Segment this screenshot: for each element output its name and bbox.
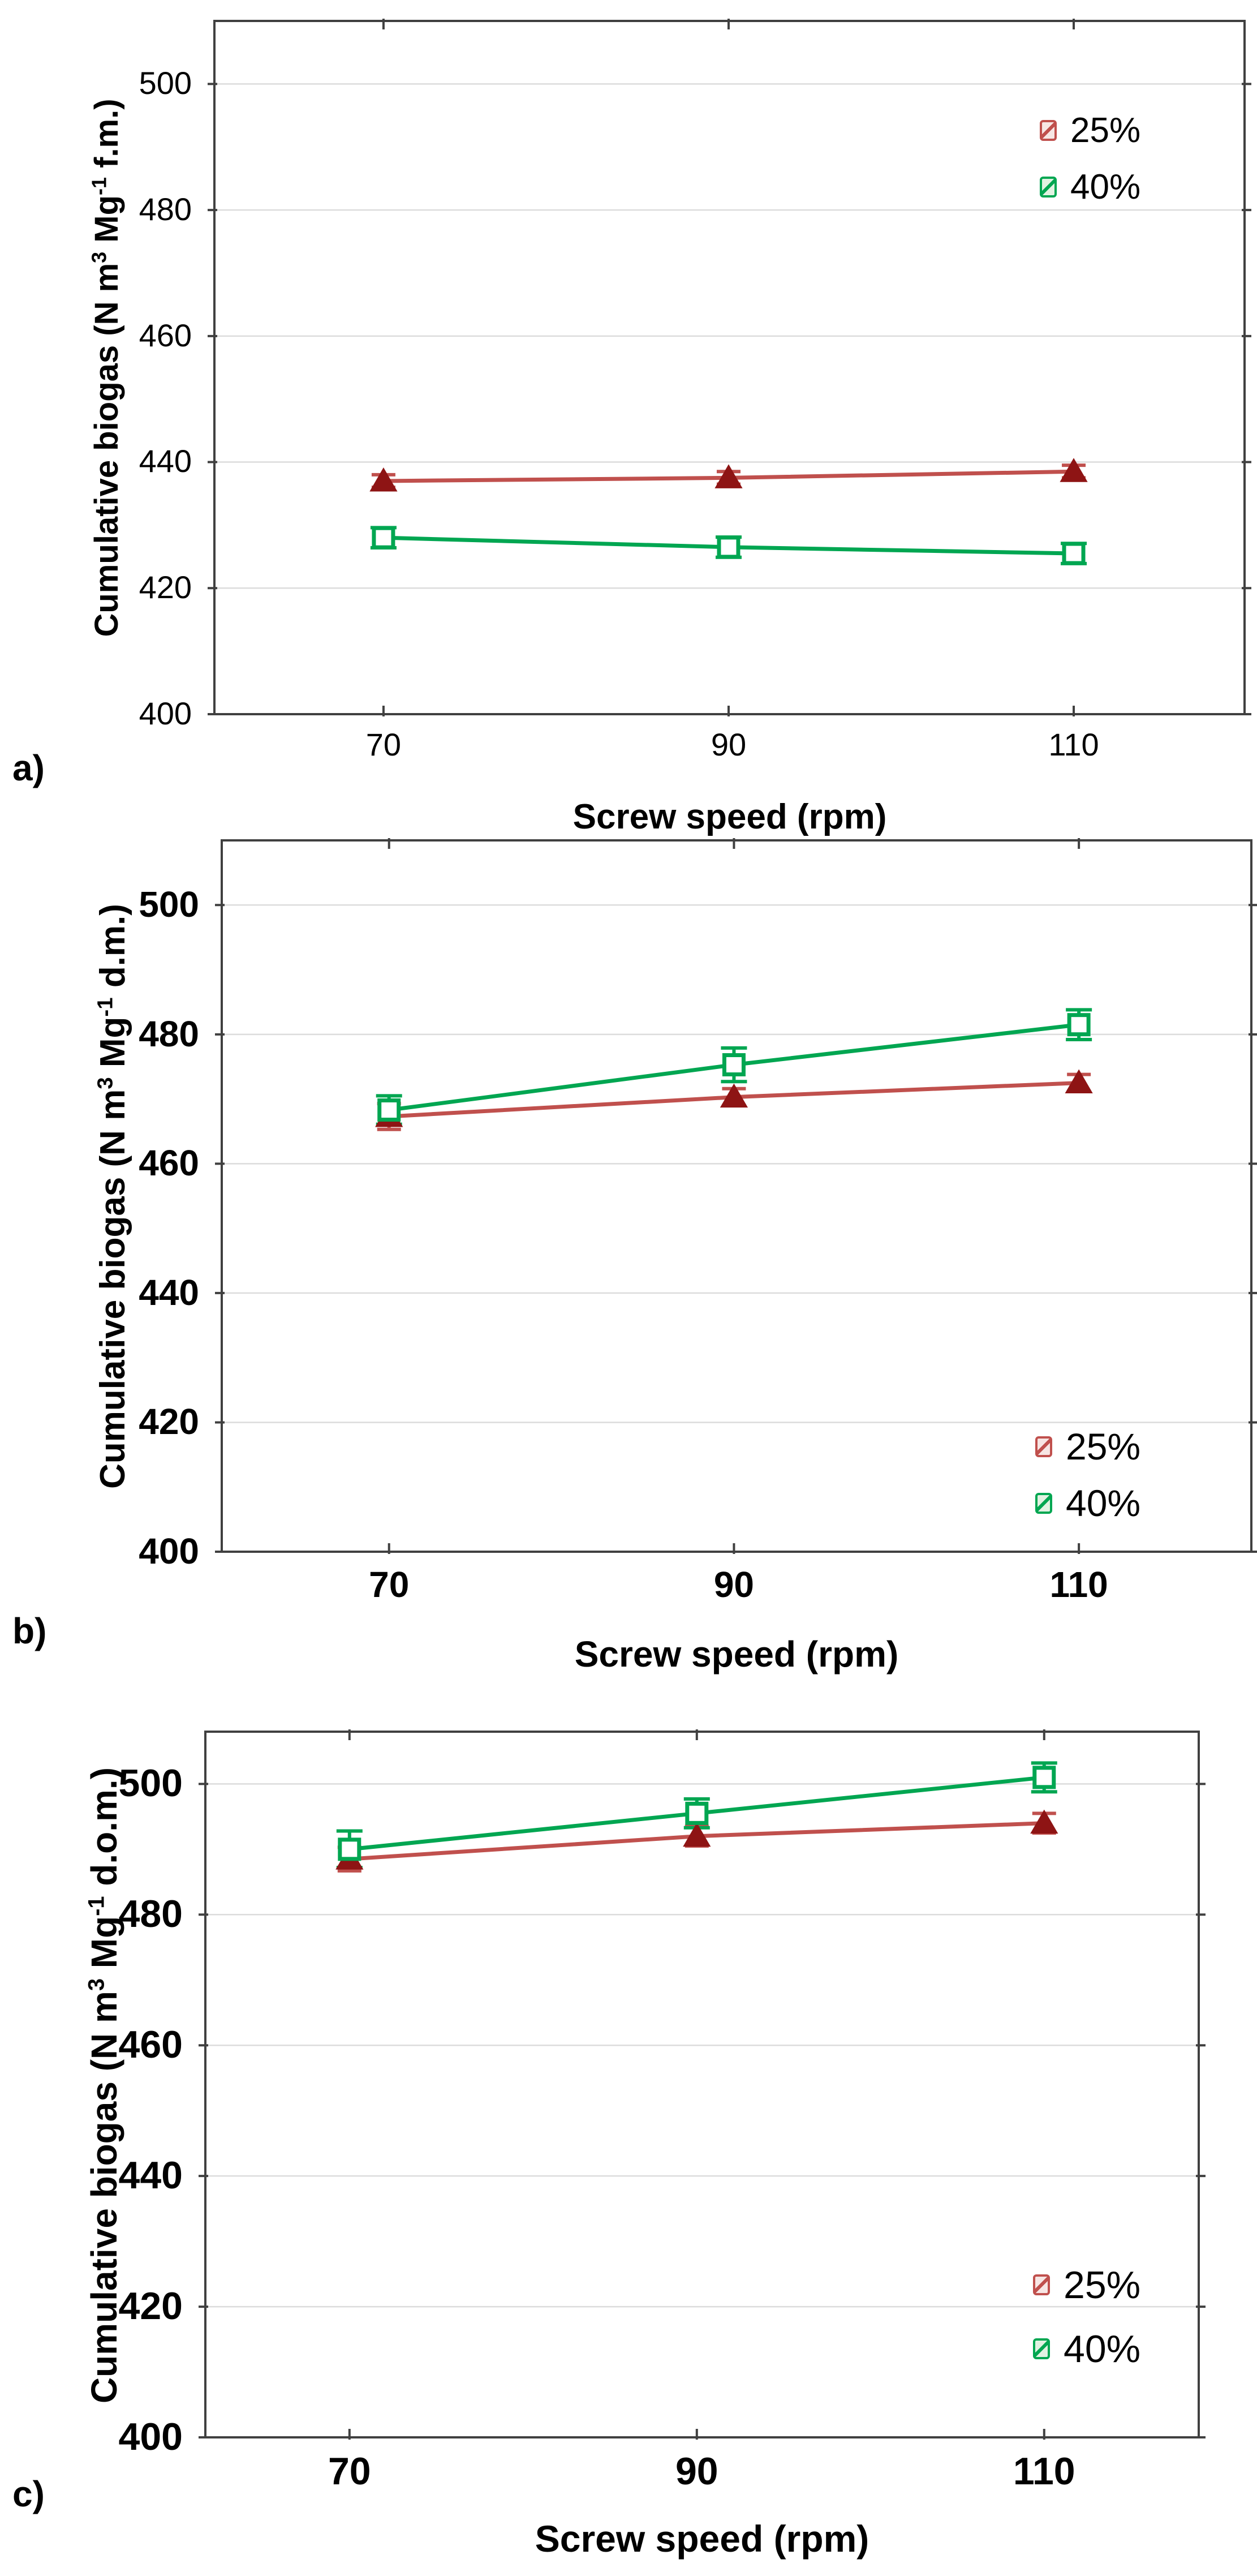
y-tick-label: 500 (139, 883, 199, 925)
y-axis-title-c: Cumulative biogas (N m3 Mg-1 d.o.m.) (71, 1733, 124, 2438)
legend-item-25pct: 25% (1035, 1418, 1140, 1475)
data-point-marker-25pct (1065, 1069, 1093, 1094)
legend-40pct-marker-icon (1040, 176, 1057, 198)
y-tick-label: 400 (118, 2415, 183, 2458)
y-tick-label: 460 (139, 1143, 199, 1184)
y-tick-label: 400 (139, 1530, 199, 1572)
legend-label-40pct: 40% (1064, 2327, 1141, 2371)
x-tick-label: 110 (1013, 2450, 1075, 2493)
data-point-marker-25pct (369, 467, 398, 492)
x-tick-label: 90 (713, 1564, 755, 1605)
x-tick-label: 110 (1048, 727, 1099, 762)
superscript: -1 (87, 177, 111, 195)
legend-item-25pct: 25% (1033, 2253, 1140, 2317)
data-point-marker-25pct (714, 464, 743, 488)
y-tick-label: 480 (118, 1892, 183, 1935)
legend-25pct-marker-icon (1040, 119, 1057, 141)
panel-label-a: a) (12, 748, 45, 788)
legend-25pct-marker-icon (1033, 2274, 1050, 2295)
legend-item-40pct: 40% (1033, 2317, 1140, 2381)
superscript: 3 (84, 1978, 109, 1991)
y-axis-title-b: Cumulative biogas (N m3 Mg-1 d.m.) (80, 841, 133, 1552)
data-point-marker-40pct (1032, 1766, 1056, 1789)
y-axis-title-a: Cumulative biogas (N m3 Mg-1 f.m.) (74, 22, 125, 715)
y-axis-title-text: f.m.) (88, 98, 125, 178)
legend-item-40pct: 40% (1035, 1475, 1140, 1531)
data-point-marker-40pct (722, 1053, 746, 1077)
legend-40pct-marker-icon (1033, 2338, 1050, 2359)
x-tick-label: 70 (369, 1564, 410, 1605)
legend-c: 25% 40% (1033, 2253, 1140, 2381)
superscript: -1 (93, 997, 118, 1017)
data-point-marker-40pct (372, 526, 395, 549)
y-tick-label: 460 (139, 317, 192, 353)
data-point-marker-25pct (1060, 458, 1088, 482)
legend-item-25pct: 25% (1040, 102, 1140, 158)
legend-label-25pct: 25% (1066, 1426, 1141, 1467)
x-tick-label: 110 (1049, 1564, 1108, 1605)
panel-label-b: b) (12, 1611, 47, 1651)
legend-label-40pct: 40% (1070, 167, 1141, 207)
legend-40pct-marker-icon (1035, 1492, 1052, 1514)
x-axis-title-b: Screw speed (rpm) (574, 1634, 899, 1675)
x-tick-label: 70 (365, 727, 402, 762)
superscript: 3 (87, 251, 111, 263)
y-tick-label: 420 (118, 2284, 183, 2328)
y-tick-label: 480 (139, 1013, 199, 1054)
data-point-marker-40pct (1067, 1013, 1091, 1037)
plot-border (221, 839, 1252, 1553)
y-tick-label: 440 (139, 1272, 199, 1313)
x-axis-title-a: Screw speed (rpm) (572, 797, 887, 836)
y-tick-label: 420 (139, 1401, 199, 1442)
y-tick-label: 420 (139, 569, 192, 606)
legend-25pct-marker-icon (1035, 1436, 1052, 1457)
y-tick-label: 460 (118, 2023, 183, 2066)
data-point-marker-40pct (338, 1837, 361, 1861)
legend-label-25pct: 25% (1070, 110, 1141, 150)
x-tick-label: 90 (711, 727, 747, 762)
plot-border (204, 1731, 1200, 2438)
data-point-marker-40pct (685, 1801, 709, 1825)
legend-b: 25% 40% (1035, 1418, 1140, 1531)
superscript: 3 (93, 1077, 118, 1089)
data-point-marker-40pct (377, 1098, 401, 1122)
data-point-marker-25pct (720, 1083, 748, 1108)
data-point-marker-40pct (1062, 542, 1086, 565)
legend-label-40pct: 40% (1066, 1482, 1141, 1524)
data-point-marker-25pct (683, 1822, 711, 1847)
data-point-marker-40pct (717, 535, 741, 559)
y-tick-label: 480 (139, 191, 192, 227)
x-tick-label: 90 (675, 2450, 718, 2493)
panel-label-c: c) (12, 2474, 45, 2514)
y-tick-label: 440 (139, 443, 192, 479)
y-tick-label: 500 (118, 1762, 183, 1805)
legend-a: 25% 40% (1040, 102, 1140, 215)
y-tick-label: 400 (139, 695, 192, 731)
y-tick-label: 440 (118, 2153, 183, 2197)
x-tick-label: 70 (328, 2450, 371, 2493)
data-point-marker-25pct (1030, 1809, 1058, 1834)
x-axis-title-c: Screw speed (rpm) (535, 2518, 869, 2560)
legend-label-25pct: 25% (1064, 2263, 1141, 2307)
legend-item-40pct: 40% (1040, 158, 1140, 215)
y-tick-label: 500 (139, 65, 192, 101)
